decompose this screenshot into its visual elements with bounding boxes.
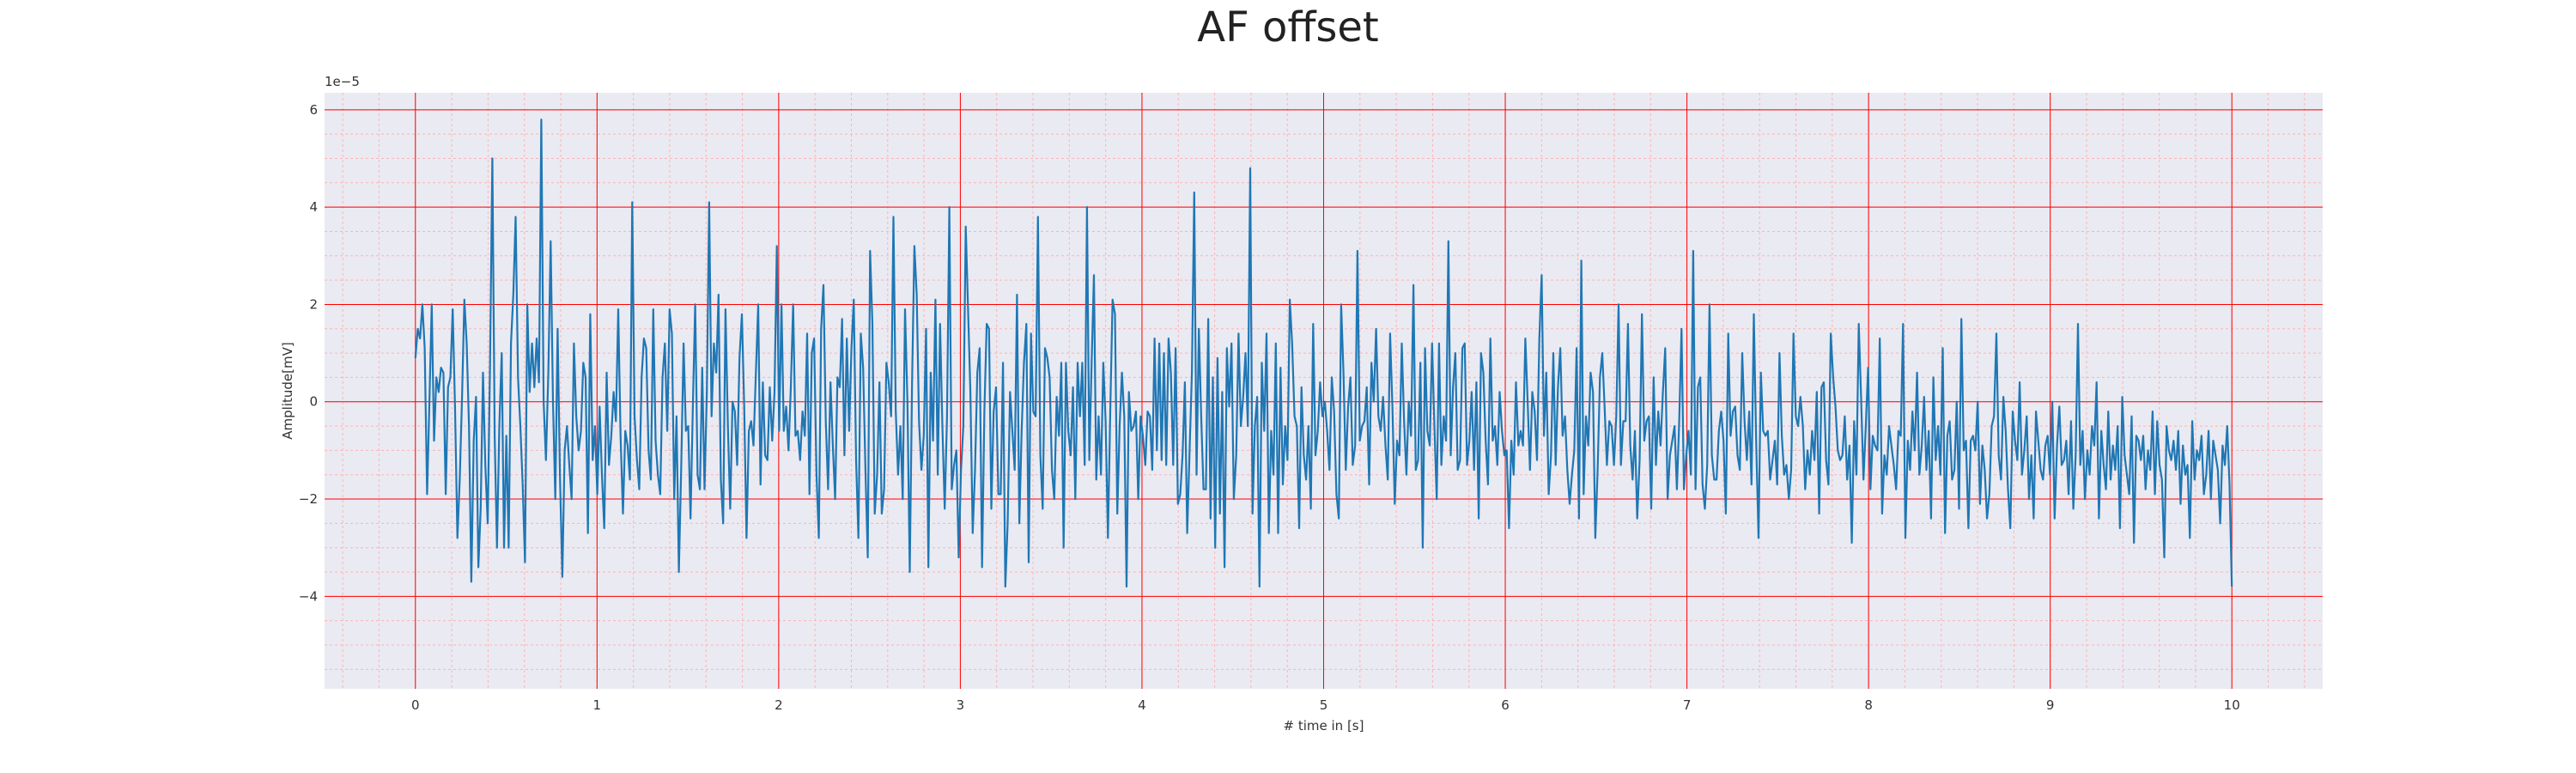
y-tick-label: −4 [299, 588, 318, 604]
y-tick-label: 0 [309, 394, 318, 410]
x-tick-label: 10 [2224, 697, 2240, 713]
y-tick-label: 6 [309, 102, 318, 118]
x-tick-label: 0 [411, 697, 420, 713]
x-tick-label: 4 [1138, 697, 1146, 713]
x-tick-label: 5 [1320, 697, 1328, 713]
series-line-amplitude [414, 119, 2233, 588]
x-tick-label: 8 [1864, 697, 1873, 713]
y-offset-label: 1e−5 [325, 74, 360, 89]
x-tick-label: 9 [2046, 697, 2055, 713]
x-tick-label: 6 [1501, 697, 1510, 713]
y-tick-labels: −4 −2 0 2 4 6 [299, 102, 318, 605]
y-tick-label: 2 [309, 296, 318, 312]
major-grid [325, 93, 2323, 689]
chart-title: AF offset [1197, 3, 1379, 52]
x-tick-label: 3 [957, 697, 965, 713]
x-tick-label: 2 [775, 697, 783, 713]
x-tick-labels: 0 1 2 3 4 5 6 7 8 9 10 [411, 697, 2240, 713]
x-tick-label: 1 [593, 697, 602, 713]
y-tick-label: 4 [309, 199, 318, 215]
x-axis-label: # time in [s] [1284, 718, 1364, 733]
x-tick-label: 7 [1683, 697, 1692, 713]
y-axis-label: Amplitude[mV] [280, 342, 295, 439]
y-tick-label: −2 [299, 491, 318, 507]
